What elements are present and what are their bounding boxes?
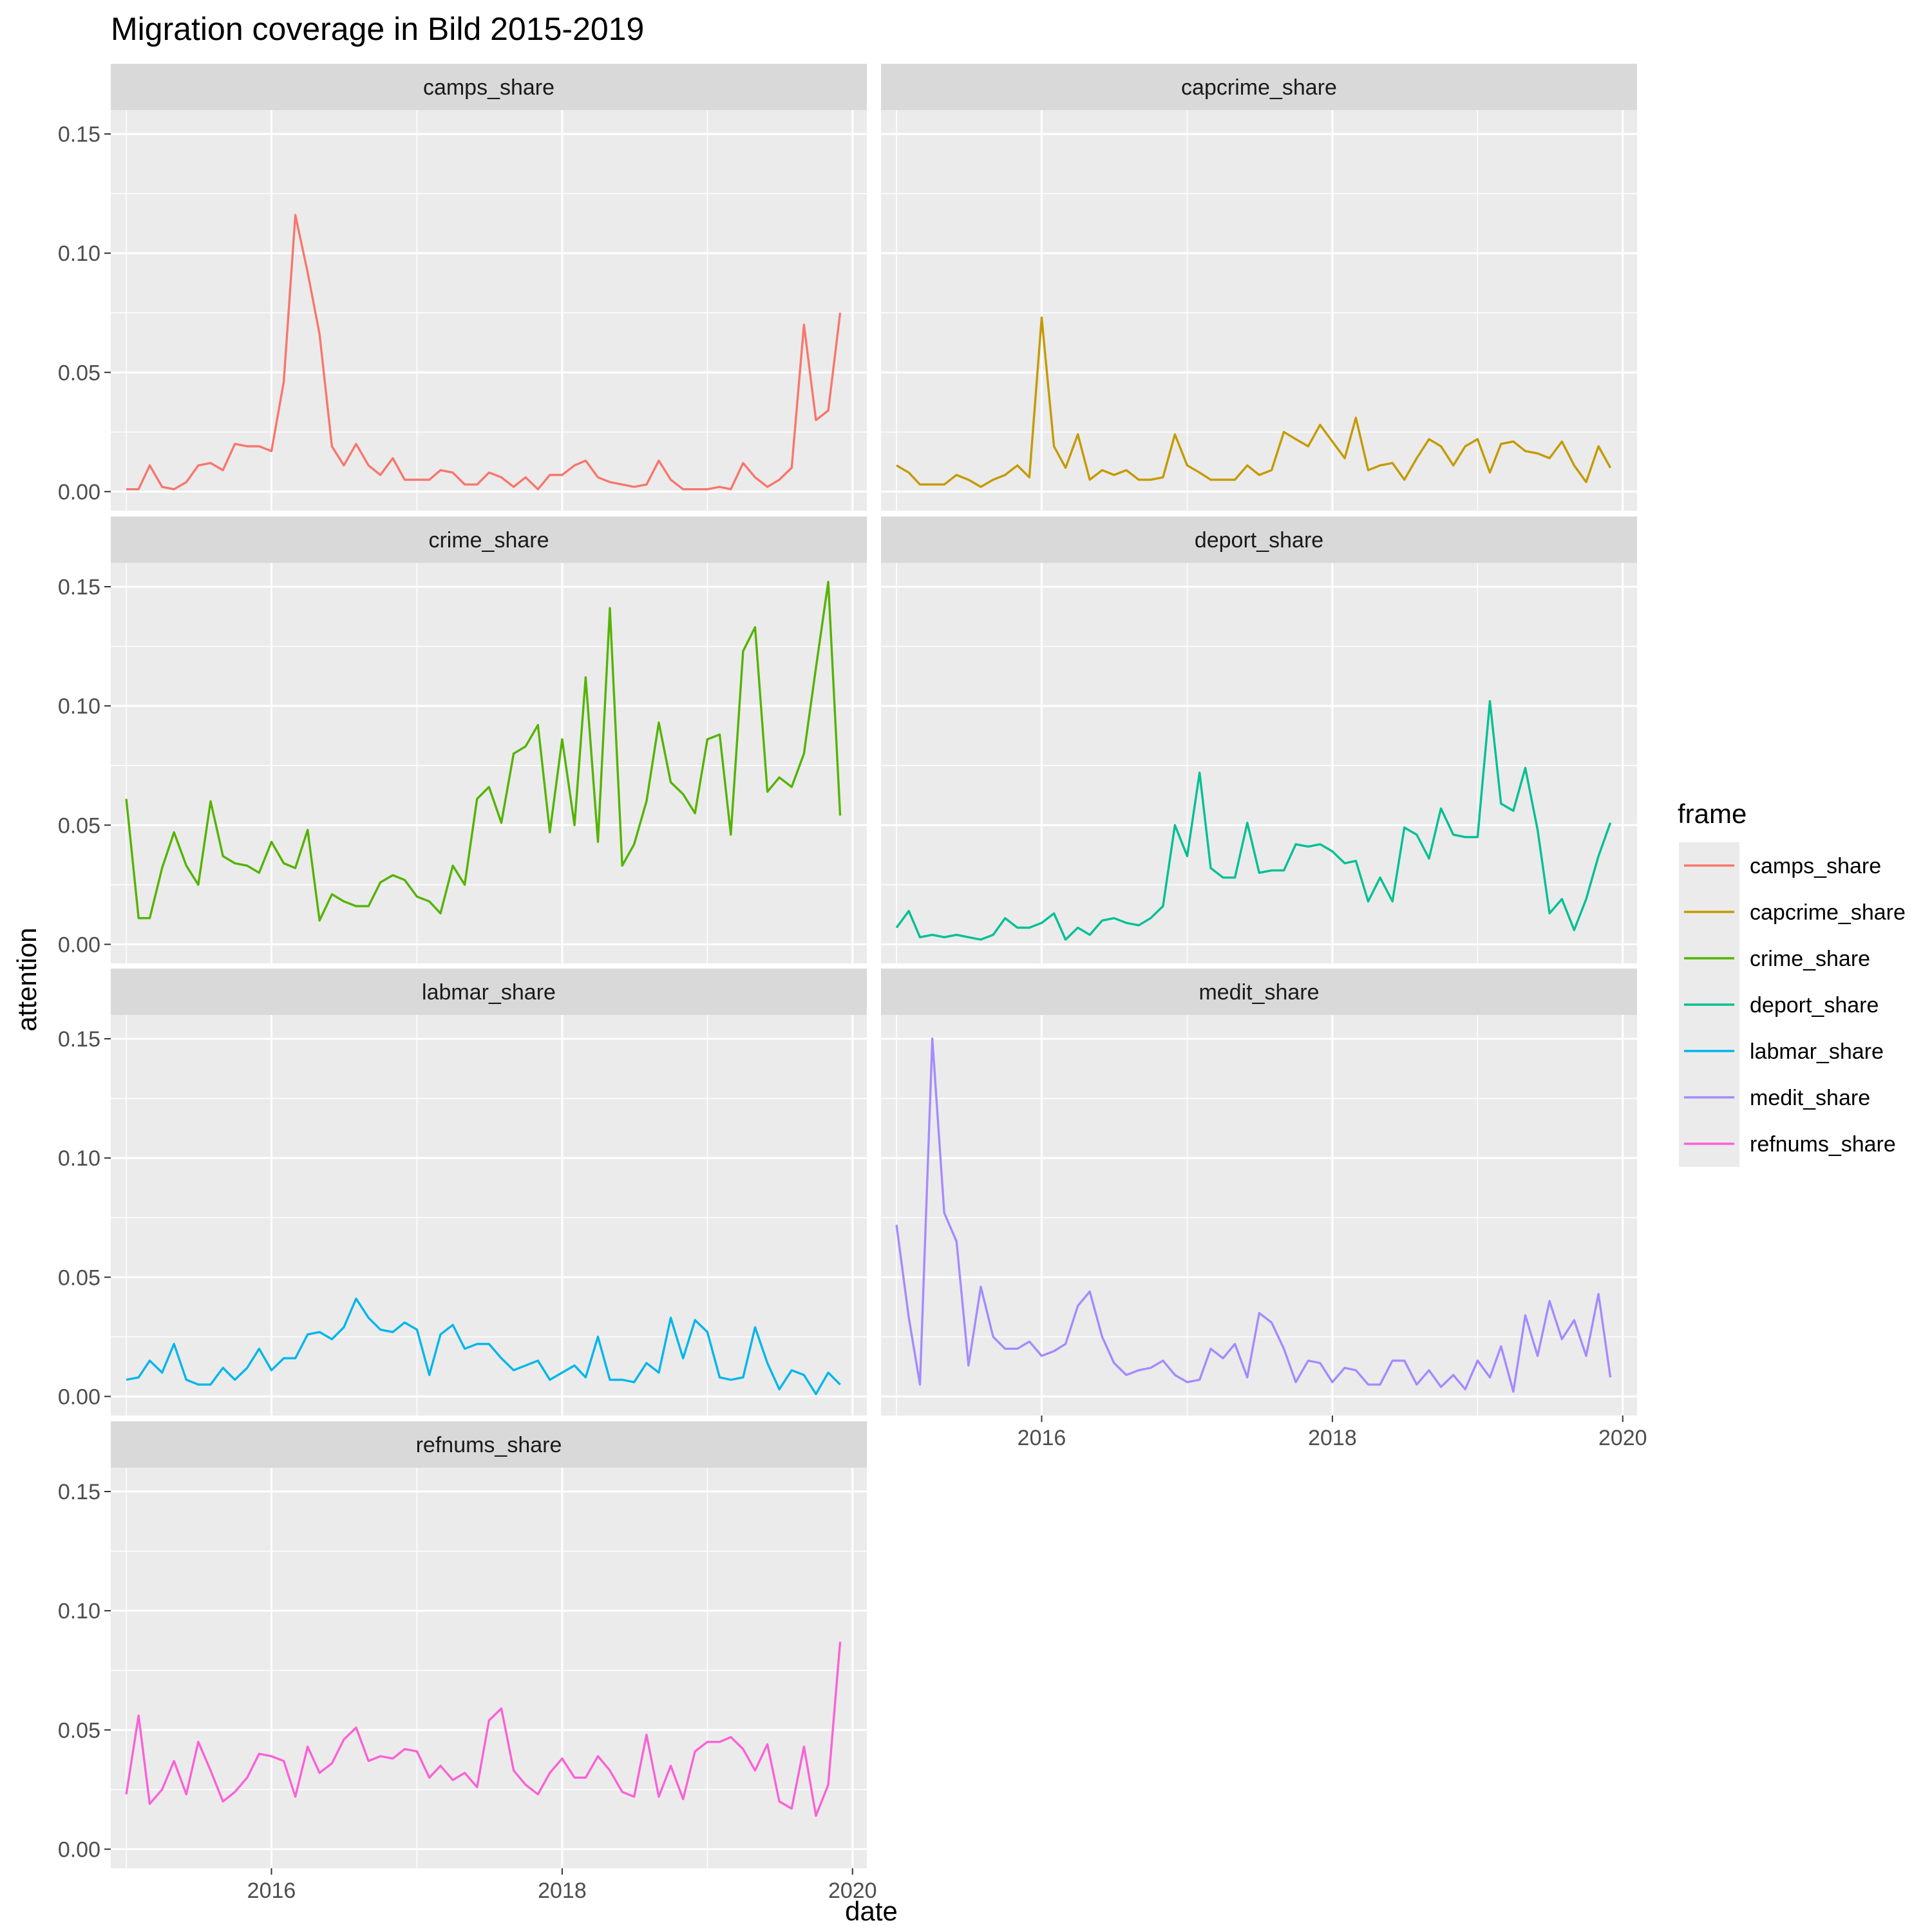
facet-strip: [111, 64, 867, 110]
panel-background: [881, 563, 1637, 963]
facet-panel-crime_share: crime_share 0.00 0.05 0.10 0.15: [58, 516, 867, 963]
legend-label: camps_share: [1750, 854, 1881, 878]
legend-item-medit_share: medit_share: [1679, 1074, 1870, 1121]
legend-item-camps_share: camps_share: [1679, 842, 1881, 889]
facet-strip: [881, 969, 1637, 1015]
facet-strip-label: camps_share: [423, 75, 554, 100]
y-tick-label: 0.05: [58, 1265, 100, 1290]
facet-panel-capcrime_share: capcrime_share: [881, 64, 1637, 511]
panel-background: [111, 110, 867, 511]
facet-panel-labmar_share: labmar_share 0.00 0.05 0.10 0.15: [58, 969, 867, 1416]
legend-label: crime_share: [1750, 947, 1870, 971]
x-tick-label: 2020: [1598, 1426, 1647, 1450]
legend-label: capcrime_share: [1750, 900, 1906, 925]
legend-label: deport_share: [1750, 993, 1879, 1018]
legend-item-capcrime_share: capcrime_share: [1679, 889, 1906, 935]
y-tick-label: 0.05: [58, 1718, 100, 1743]
facet-strip-label: refnums_share: [416, 1433, 562, 1457]
x-tick-label: 2018: [538, 1879, 587, 1903]
x-tick-label: 2020: [828, 1879, 877, 1903]
panel-background: [881, 110, 1637, 511]
facet-strip: [111, 969, 867, 1015]
y-tick-label: 0.00: [58, 933, 100, 957]
legend-item-deport_share: deport_share: [1679, 981, 1879, 1028]
series-line-labmar_share: [126, 1297, 841, 1396]
y-tick-label: 0.00: [58, 480, 100, 504]
facet-strip: [881, 516, 1637, 563]
facet-panel-refnums_share: refnums_share 0.00 0.05 0.10 0.15 2016 2018 202…: [58, 1421, 877, 1903]
y-tick-label: 0.05: [58, 813, 100, 838]
legend-item-labmar_share: labmar_share: [1679, 1028, 1884, 1074]
x-tick-label: 2016: [1018, 1426, 1066, 1450]
y-tick-label: 0.10: [58, 242, 100, 266]
x-axis-title: date: [845, 1896, 898, 1926]
facet-strip: [111, 1421, 867, 1468]
facet-strip-label: deport_share: [1195, 528, 1323, 553]
x-tick-label: 2016: [247, 1879, 296, 1903]
facet-panels: camps_share 0.00 0.05 0.10 0.15 capcrime_shar…: [58, 64, 1647, 1903]
chart-title: Migration coverage in Bild 2015-2019: [111, 11, 644, 47]
facet-panel-camps_share: camps_share 0.00 0.05 0.10 0.15: [58, 64, 867, 511]
y-tick-label: 0.00: [58, 1837, 100, 1862]
facet-strip: [881, 64, 1637, 110]
facet-strip-label: capcrime_share: [1181, 75, 1337, 100]
y-tick-label: 0.15: [58, 1027, 100, 1052]
series-line-refnums_share: [125, 1642, 842, 1817]
y-tick-label: 0.15: [58, 1480, 100, 1504]
y-tick-label: 0.10: [58, 694, 100, 719]
facet-panel-medit_share: medit_share 2016 2018 2020: [881, 969, 1647, 1450]
y-tick-label: 0.05: [58, 361, 100, 385]
series-line-camps_share: [126, 214, 842, 491]
y-axis-title: attention: [12, 927, 42, 1031]
legend-title: frame: [1678, 799, 1747, 829]
series-line-capcrime_share: [896, 316, 1612, 488]
facet-strip-label: crime_share: [428, 528, 549, 553]
legend-label: medit_share: [1750, 1086, 1870, 1110]
panel-background: [111, 1468, 867, 1868]
legend-label: labmar_share: [1750, 1039, 1884, 1064]
y-tick-label: 0.10: [58, 1146, 100, 1171]
y-tick-label: 0.15: [58, 122, 100, 147]
series-line-medit_share: [895, 1037, 1612, 1393]
y-tick-label: 0.10: [58, 1599, 100, 1624]
series-line-crime_share: [125, 580, 842, 922]
facet-panel-deport_share: deport_share: [881, 516, 1637, 963]
series-line-deport_share: [895, 699, 1612, 941]
panel-background: [111, 1015, 867, 1416]
panel-background: [111, 563, 867, 963]
facet-strip-label: labmar_share: [422, 980, 556, 1005]
legend: frame camps_share capcrime_share crime_sha…: [1678, 799, 1906, 1167]
y-tick-label: 0.00: [58, 1385, 100, 1409]
legend-item-refnums_share: refnums_share: [1679, 1121, 1896, 1167]
legend-label: refnums_share: [1750, 1132, 1896, 1157]
legend-item-crime_share: crime_share: [1679, 935, 1870, 981]
x-tick-label: 2018: [1308, 1426, 1357, 1450]
facet-strip: [111, 516, 867, 563]
facet-strip-label: medit_share: [1198, 980, 1319, 1005]
y-tick-label: 0.15: [58, 575, 100, 600]
panel-background: [881, 1015, 1637, 1416]
